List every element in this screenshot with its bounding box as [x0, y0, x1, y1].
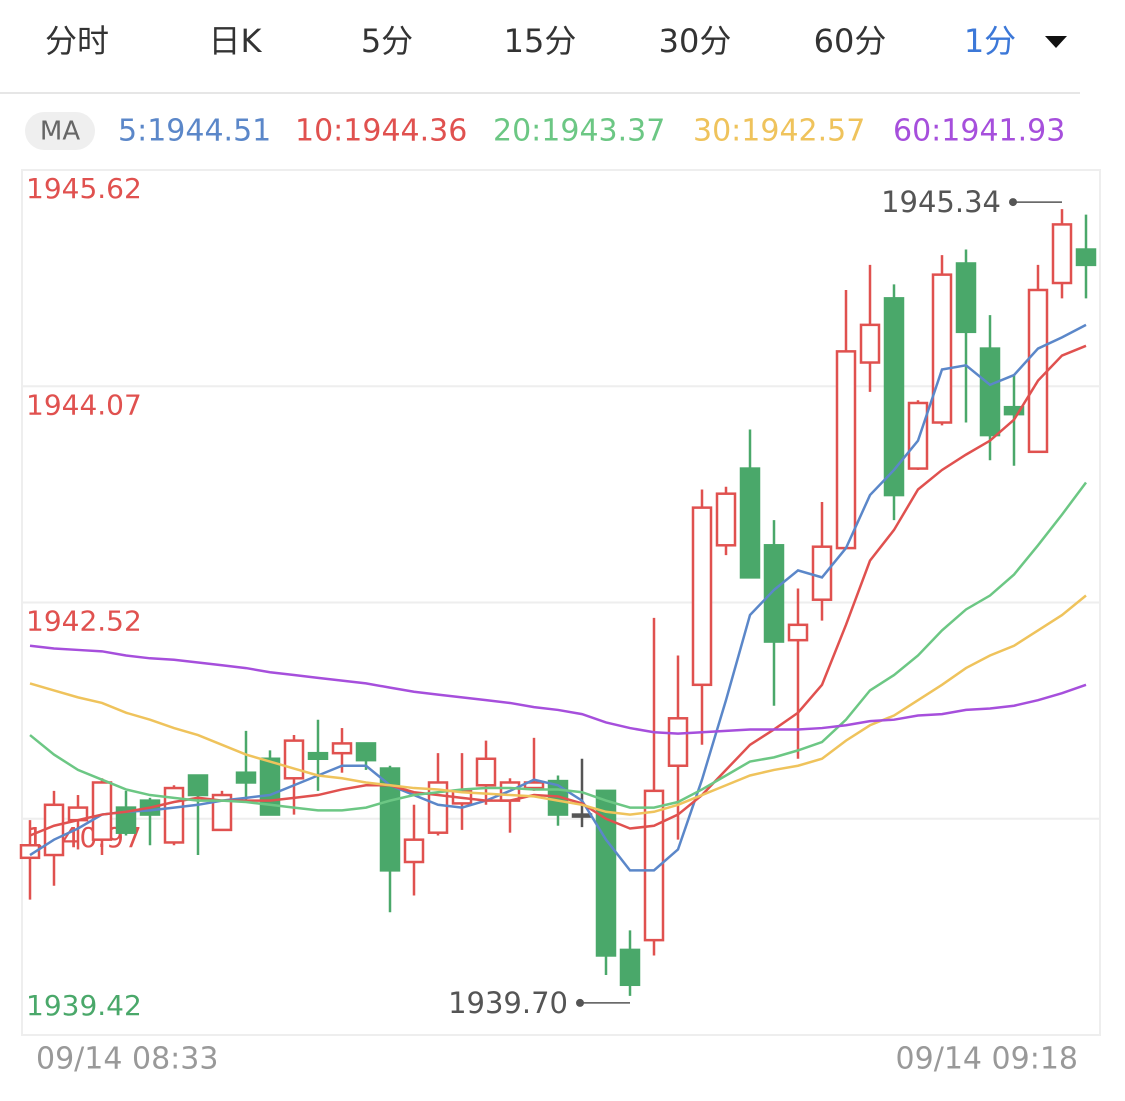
- candle-body: [643, 789, 665, 942]
- candle-body: [619, 948, 641, 987]
- candle-body: [307, 751, 329, 761]
- y-tick-label: 1944.07: [26, 388, 142, 421]
- candle-body: [907, 401, 929, 470]
- candle-body: [403, 838, 425, 864]
- candle-body: [571, 813, 593, 818]
- candle-body: [331, 742, 353, 755]
- candle-body: [523, 781, 545, 790]
- candle-body: [475, 757, 497, 787]
- min-dot: [576, 998, 584, 1007]
- candle-body: [1051, 223, 1073, 285]
- candle-body: [91, 781, 113, 841]
- candle-body: [283, 739, 305, 780]
- ma-legend: 20:1943.37: [493, 114, 665, 149]
- candle-body: [115, 806, 137, 834]
- ma-line: [29, 594, 1087, 816]
- candle-body: [787, 623, 809, 642]
- candle-body: [667, 717, 689, 767]
- ma-line: [29, 323, 1087, 872]
- tab[interactable]: 15分: [504, 22, 577, 60]
- candle-body: [859, 323, 881, 364]
- candle-body: [811, 545, 833, 601]
- tab[interactable]: 日K: [209, 22, 263, 60]
- x-tick-label: 09/14 08:33: [36, 1042, 218, 1077]
- candle-body: [763, 544, 785, 643]
- candle-body: [931, 273, 953, 424]
- candle-body: [19, 844, 41, 860]
- tab[interactable]: 5分: [361, 22, 413, 60]
- ma-legend: 10:1944.36: [295, 114, 467, 149]
- candle-body: [1075, 248, 1097, 267]
- ma-pill: [25, 112, 95, 150]
- candle-body: [379, 767, 401, 872]
- candle-body: [43, 803, 65, 857]
- ma-line: [29, 344, 1087, 837]
- candle-body: [1027, 288, 1049, 454]
- tab[interactable]: 60分: [814, 22, 887, 60]
- ma-legend: 30:1942.57: [693, 114, 865, 149]
- candle-body: [739, 467, 761, 579]
- candle-body: [955, 262, 977, 334]
- candle-body: [979, 347, 1001, 437]
- ma-label: MA: [40, 117, 80, 147]
- candle-body: [235, 771, 257, 784]
- max-dot: [1009, 198, 1017, 207]
- y-tick-label: 1945.62: [26, 172, 142, 205]
- candle-body: [715, 492, 737, 547]
- y-tick-label: 1942.52: [26, 605, 142, 638]
- tab[interactable]: 30分: [659, 22, 732, 60]
- candle-body: [883, 297, 905, 497]
- candle-body: [211, 793, 233, 832]
- max-label: 1945.34: [881, 185, 1001, 219]
- tab[interactable]: 分时: [45, 22, 109, 60]
- candle-body: [691, 506, 713, 687]
- x-tick-label: 09/14 09:18: [896, 1042, 1078, 1077]
- candle-body: [187, 774, 209, 797]
- candle-body: [355, 742, 377, 762]
- candle-body: [1003, 405, 1025, 416]
- y-tick-label: 1939.42: [26, 989, 142, 1022]
- ma-line: [29, 644, 1087, 735]
- min-label: 1939.70: [448, 986, 568, 1020]
- ma-line: [29, 481, 1088, 812]
- ma-legend: 5:1944.51: [118, 114, 271, 149]
- candle-body: [835, 350, 857, 550]
- tab-dropdown-arrow[interactable]: [1045, 36, 1067, 48]
- tab[interactable]: 1分: [964, 22, 1016, 60]
- ma-legend: 60:1941.93: [893, 114, 1065, 149]
